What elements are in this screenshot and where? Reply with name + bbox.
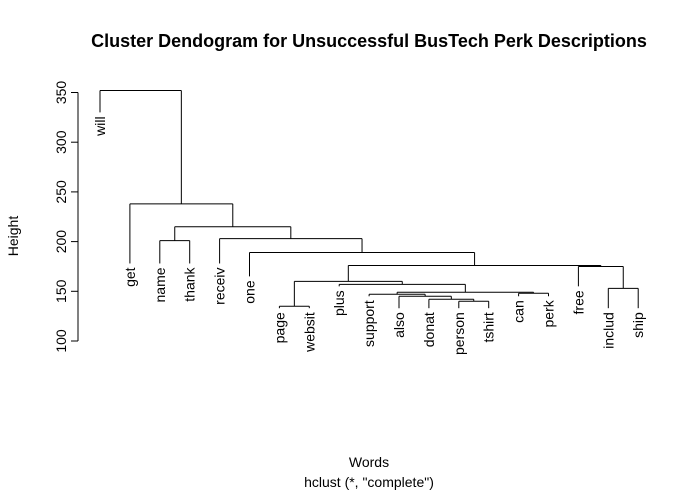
y-tick-label: 100 bbox=[53, 329, 69, 353]
leaf-label: perk bbox=[541, 299, 557, 327]
y-tick-label: 250 bbox=[53, 180, 69, 204]
leaf-label: support bbox=[361, 300, 377, 347]
leaf-label: donat bbox=[421, 312, 437, 347]
dendrogram-tree bbox=[99, 90, 639, 309]
leaf-label: can bbox=[511, 300, 527, 323]
y-tick-label: 350 bbox=[53, 81, 69, 105]
leaf-label: will bbox=[92, 116, 108, 136]
leaf-label: includ bbox=[600, 312, 616, 349]
leaf-label: websit bbox=[301, 312, 317, 353]
leaf-label: receiv bbox=[212, 267, 228, 304]
y-tick-label: 150 bbox=[53, 279, 69, 303]
leaf-label: free bbox=[570, 290, 586, 314]
leaf-label: tshirt bbox=[481, 312, 497, 342]
leaf-label: page bbox=[271, 312, 287, 343]
leaf-label: also bbox=[391, 312, 407, 338]
y-tick-label: 200 bbox=[53, 230, 69, 254]
y-tick-label: 300 bbox=[53, 130, 69, 154]
leaf-label: person bbox=[451, 312, 467, 355]
y-axis: 100 150 200 250 300 350 bbox=[53, 81, 79, 353]
chart-title: Cluster Dendogram for Unsuccessful BusTe… bbox=[91, 31, 647, 51]
leaf-label: plus bbox=[331, 290, 347, 316]
y-axis-label: Height bbox=[5, 216, 21, 257]
x-axis-label: Words bbox=[349, 454, 389, 470]
x-axis-sublabel: hclust (*, "complete") bbox=[304, 474, 434, 490]
leaf-label: ship bbox=[630, 312, 646, 338]
leaf-label: thank bbox=[182, 266, 198, 301]
leaf-label: get bbox=[122, 267, 138, 287]
leaf-label: one bbox=[242, 280, 258, 304]
leaf-label: name bbox=[152, 267, 168, 302]
